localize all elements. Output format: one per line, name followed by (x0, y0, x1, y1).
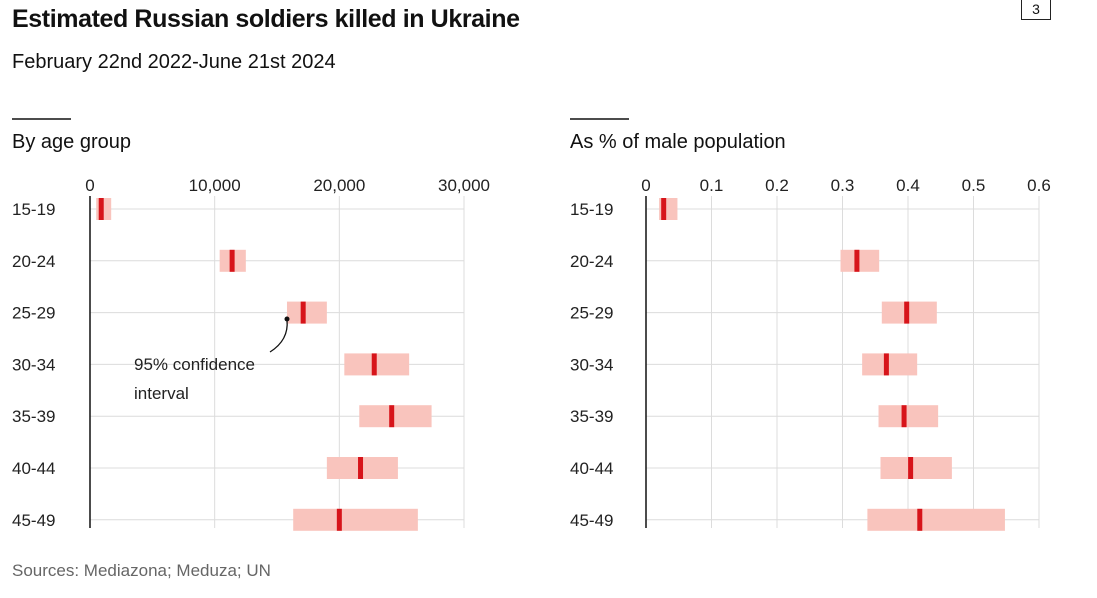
pct-tick-label: 0.3 (831, 176, 855, 195)
pct-category-label: 20-24 (570, 252, 613, 271)
age-estimate-marker (371, 353, 377, 376)
chart-subtitle: February 22nd 2022-June 21st 2024 (12, 51, 336, 73)
pct-confidence-interval (881, 301, 937, 324)
pct-category-label: 40-44 (570, 459, 613, 478)
age-category-label: 40-44 (12, 459, 55, 478)
age-estimate-marker (336, 508, 342, 531)
pct-category-label: 45-49 (570, 511, 613, 530)
pct-panel-title: As % of male population (570, 131, 786, 153)
age-category-label: 20-24 (12, 252, 55, 271)
pct-tick-label: 0.2 (765, 176, 789, 195)
pct-confidence-interval (867, 508, 1005, 531)
chart-title: Estimated Russian soldiers killed in Ukr… (12, 5, 520, 33)
age-category-label: 35-39 (12, 407, 55, 426)
pct-category-label: 30-34 (570, 355, 613, 374)
source-note: Sources: Mediazona; Meduza; UN (12, 561, 271, 580)
pct-estimate-marker (854, 249, 860, 272)
age-category-label: 30-34 (12, 355, 55, 374)
pct-estimate-marker (904, 301, 910, 324)
page-number-badge: 3 (1021, 0, 1051, 20)
pct-estimate-marker (883, 353, 889, 376)
annotation-line-2: interval (134, 384, 189, 403)
age-estimate-marker (229, 249, 235, 272)
annotation-line-1: 95% confidence (134, 355, 255, 374)
pct-tick-label: 0.6 (1027, 176, 1051, 195)
age-tick-label: 30,000 (438, 176, 490, 195)
age-estimate-marker (300, 301, 306, 324)
pct-category-label: 15-19 (570, 200, 613, 219)
pct-tick-label: 0.1 (700, 176, 724, 195)
age-confidence-interval (286, 301, 327, 324)
pct-tick-label: 0.5 (962, 176, 986, 195)
age-panel-title: By age group (12, 131, 131, 153)
pct-estimate-marker (661, 198, 667, 220)
pct-tick-label: 0 (641, 176, 650, 195)
pct-confidence-interval (878, 405, 939, 428)
pct-confidence-interval (880, 457, 952, 479)
annotation-leader-line (269, 319, 288, 353)
age-category-label: 15-19 (12, 200, 55, 219)
pct-estimate-marker (901, 405, 907, 428)
age-estimate-marker (98, 198, 104, 220)
age-confidence-interval (293, 508, 418, 531)
pct-confidence-interval (862, 353, 918, 376)
pct-confidence-interval (840, 249, 880, 272)
age-category-label: 25-29 (12, 304, 55, 323)
age-tick-label: 0 (85, 176, 94, 195)
age-estimate-marker (389, 405, 395, 428)
age-category-label: 45-49 (12, 511, 55, 530)
age-tick-label: 20,000 (313, 176, 365, 195)
pct-estimate-marker (917, 508, 923, 531)
pct-category-label: 25-29 (570, 304, 613, 323)
pct-estimate-marker (908, 457, 914, 479)
annotation-dot (284, 316, 290, 322)
age-confidence-interval (359, 405, 432, 428)
pct-category-label: 35-39 (570, 407, 613, 426)
pct-tick-label: 0.4 (896, 176, 920, 195)
age-tick-label: 10,000 (189, 176, 241, 195)
age-estimate-marker (358, 457, 364, 479)
